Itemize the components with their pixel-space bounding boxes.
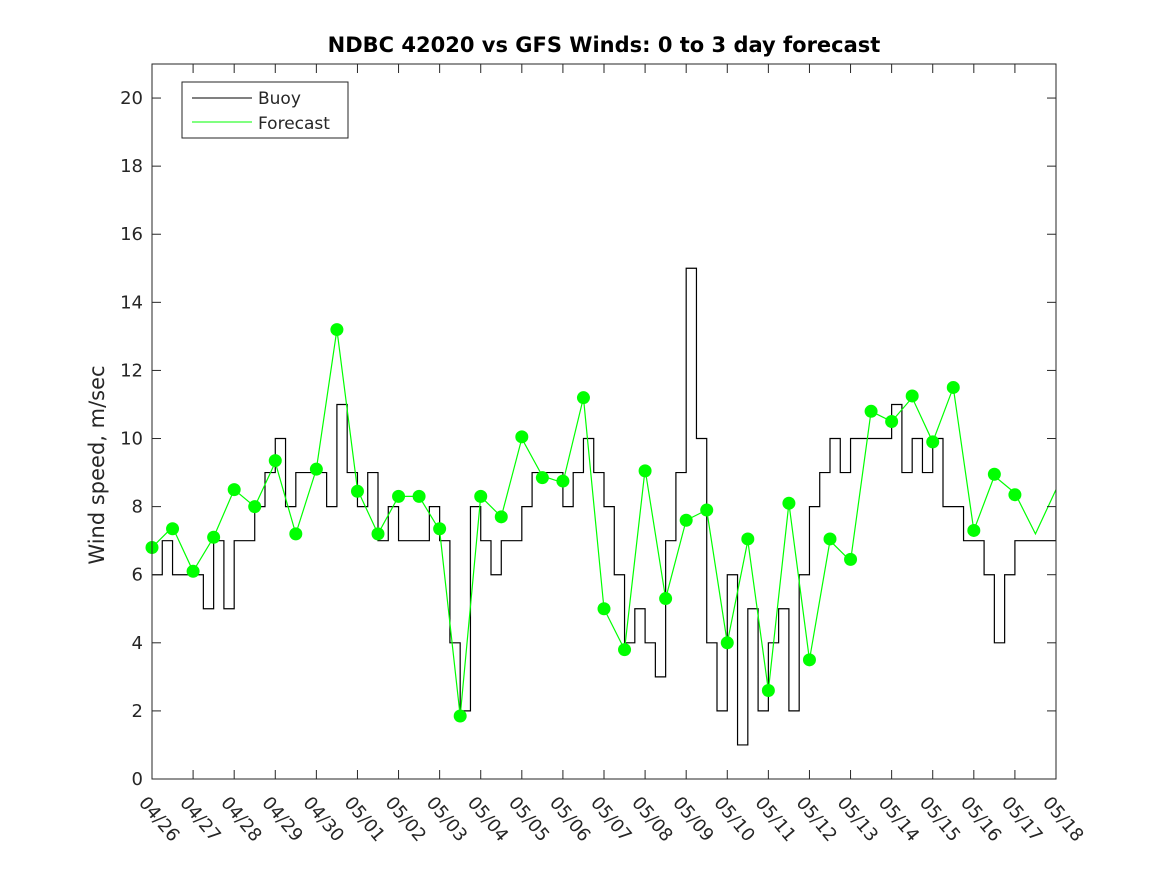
forecast-point <box>289 527 303 541</box>
forecast-series-line <box>152 329 1056 717</box>
plot-area <box>145 267 1056 746</box>
forecast-point <box>576 391 590 405</box>
forecast-point <box>350 484 364 498</box>
y-tick-label: 12 <box>120 360 143 381</box>
forecast-point <box>597 602 611 616</box>
x-tick-label: 05/08 <box>627 793 676 846</box>
forecast-point <box>186 564 200 578</box>
y-tick-label: 2 <box>132 701 143 722</box>
x-tick-label: 05/16 <box>956 793 1005 846</box>
forecast-point <box>309 462 323 476</box>
forecast-point <box>700 503 714 517</box>
y-tick-label: 14 <box>120 292 143 313</box>
forecast-point <box>885 415 899 428</box>
x-tick-label: 05/17 <box>997 793 1046 846</box>
x-tick-label: 05/04 <box>463 793 512 846</box>
forecast-point <box>679 513 693 527</box>
forecast-point <box>330 323 344 337</box>
forecast-point <box>905 389 919 403</box>
forecast-point <box>268 454 282 468</box>
forecast-point <box>741 532 755 546</box>
x-tick-label: 04/28 <box>216 793 265 846</box>
forecast-point <box>227 483 241 497</box>
y-axis-label: Wind speed, m/sec <box>85 365 109 564</box>
y-tick-label: 0 <box>132 769 143 790</box>
x-tick-label: 05/18 <box>1038 793 1087 846</box>
forecast-point <box>659 592 673 606</box>
legend-buoy-label: Buoy <box>258 89 301 109</box>
y-tick-label: 4 <box>132 633 143 654</box>
forecast-point <box>946 380 960 394</box>
buoy-series-line <box>152 267 1056 746</box>
forecast-point <box>453 709 467 723</box>
axes-frame <box>151 63 1057 780</box>
forecast-point <box>823 532 837 546</box>
y-tick-label: 16 <box>120 224 143 245</box>
y-tick-label: 20 <box>120 88 143 109</box>
x-tick-label: 05/09 <box>668 793 717 846</box>
forecast-point <box>761 683 775 697</box>
forecast-point <box>535 471 549 485</box>
x-tick-label: 04/29 <box>257 793 306 846</box>
y-tick-label: 6 <box>132 565 143 586</box>
forecast-point <box>515 430 529 444</box>
forecast-point <box>926 435 940 449</box>
forecast-point <box>494 510 508 524</box>
x-tick-label: 05/10 <box>709 793 758 846</box>
forecast-point <box>166 522 180 536</box>
x-tick-label: 05/03 <box>422 793 471 846</box>
forecast-point <box>412 489 426 503</box>
x-tick-label: 04/26 <box>134 793 183 846</box>
x-tick-label: 05/11 <box>751 793 800 846</box>
x-tick-label: 05/07 <box>586 793 635 846</box>
x-tick-label: 05/02 <box>381 793 430 846</box>
forecast-point <box>864 404 878 418</box>
forecast-point <box>433 522 447 536</box>
x-tick-label: 05/06 <box>545 793 594 846</box>
x-tick-label: 04/27 <box>175 793 224 846</box>
forecast-point <box>802 653 816 667</box>
forecast-point <box>392 489 406 503</box>
x-tick-label: 05/01 <box>340 793 389 846</box>
x-tick-label: 05/12 <box>792 793 841 846</box>
chart-title: NDBC 42020 vs GFS Winds: 0 to 3 day fore… <box>328 33 881 57</box>
forecast-point <box>987 467 1001 481</box>
y-tick-label: 8 <box>132 497 143 518</box>
x-tick-label: 05/15 <box>915 793 964 846</box>
y-tick-label: 18 <box>120 156 143 177</box>
forecast-point <box>638 464 652 478</box>
forecast-point <box>248 500 262 514</box>
forecast-point <box>371 527 385 541</box>
legend: Buoy Forecast <box>181 81 349 139</box>
x-tick-label: 04/30 <box>299 793 348 846</box>
forecast-point <box>207 530 221 544</box>
legend-forecast-label: Forecast <box>258 114 330 134</box>
forecast-point <box>618 643 632 657</box>
legend-box <box>181 81 349 139</box>
forecast-point <box>720 636 734 650</box>
forecast-point <box>782 496 796 510</box>
y-tick-label: 10 <box>120 429 143 450</box>
forecast-point <box>967 523 981 537</box>
x-tick-label: 05/13 <box>833 793 882 846</box>
forecast-point <box>556 474 570 488</box>
plot-series-group <box>152 267 1056 746</box>
forecast-point <box>844 552 858 566</box>
forecast-point <box>1008 488 1022 502</box>
forecast-point <box>474 489 488 503</box>
x-tick-label: 05/05 <box>504 793 553 846</box>
x-tick-label: 05/14 <box>874 793 923 846</box>
